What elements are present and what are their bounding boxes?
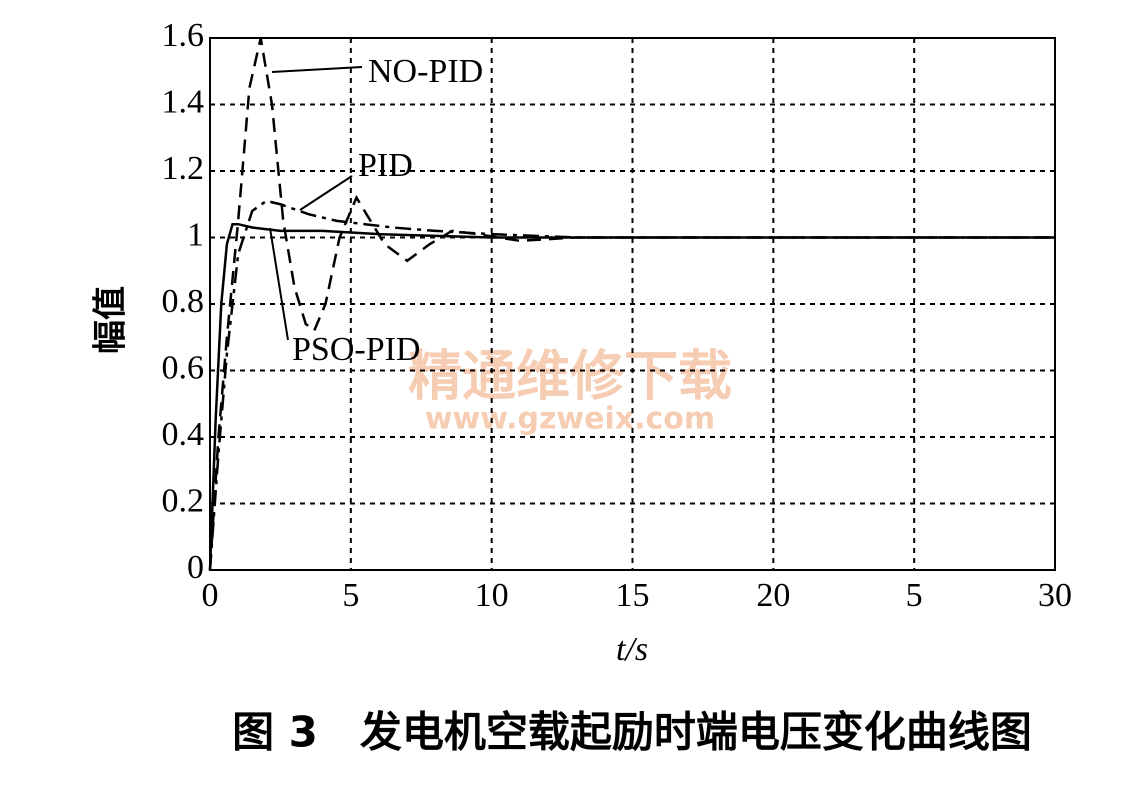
leader-line [271,66,363,73]
watermark: 精通维修下载 [408,345,732,408]
y-axis-label: 幅值 [91,286,131,354]
x-tick-label: 5 [906,577,923,614]
y-tick-label: 0.4 [162,416,205,453]
series-line [208,37,1055,571]
leader-line [299,175,353,211]
x-tick-label: 5 [342,577,359,614]
series-line [208,222,1055,571]
y-tick-label: 0.6 [162,349,205,386]
y-tick-label: 0.8 [162,283,205,320]
x-tick-label: 30 [1038,577,1072,614]
y-tick-label: 1.6 [162,17,205,54]
x-tick-label: 20 [756,577,790,614]
annotation: NO-PID [368,53,483,90]
y-tick-label: 1 [187,216,204,253]
annotation: PID [358,147,413,184]
x-tick-label: 15 [616,577,650,614]
y-tick-label: 1.4 [162,83,205,120]
x-axis-label: t/s [616,631,648,668]
leader-line [269,227,289,341]
watermark: www.gzweix.com [425,402,715,437]
y-tick-label: 0.2 [162,482,205,519]
x-tick-label: 0 [202,577,219,614]
y-tick-label: 1.2 [162,150,205,187]
y-tick-label: 0 [187,549,204,586]
x-tick-label: 10 [475,577,509,614]
series-line [208,199,1055,571]
annotation: PSO-PID [292,331,420,368]
caption: 图 3 发电机空载起励时端电压变化曲线图 [232,708,1032,757]
